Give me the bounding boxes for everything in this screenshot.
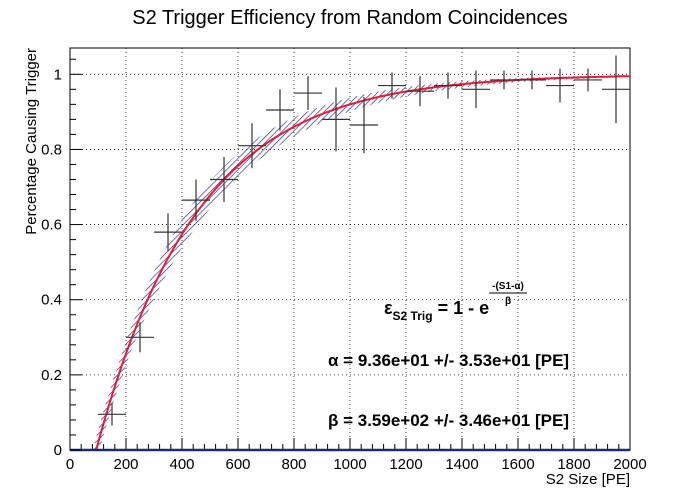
x-tick-label: 400 [169, 456, 194, 473]
x-tick-label: 800 [281, 456, 306, 473]
x-axis: 0 200 400 600 800 1000 1200 1400 1600 1800 2000 [66, 438, 647, 473]
data-point [294, 76, 322, 110]
y-tick-label: 1 [54, 66, 62, 83]
x-tick-label: 2000 [613, 456, 646, 473]
y-axis: 0 0.2 0.4 0.6 0.8 1 [41, 58, 82, 459]
y-axis-label: Percentage Causing Trigger [23, 48, 40, 235]
chart-title: S2 Trigger Efficiency from Random Coinci… [132, 7, 567, 29]
data-point [154, 213, 182, 251]
data-point [98, 403, 126, 426]
y-tick-label: 0 [54, 442, 62, 459]
y-tick-label: 0.4 [41, 292, 62, 309]
x-tick-label: 1200 [389, 456, 422, 473]
y-tick-label: 0.6 [41, 217, 62, 234]
data-point [574, 68, 602, 92]
data-point [266, 89, 294, 131]
formula-body: = 1 - e [433, 298, 490, 318]
formula-epsilon: ε [384, 298, 393, 318]
beta-fit-result: β = 3.59e+02 +/- 3.46e+01 [PE] [328, 411, 569, 430]
data-point [238, 123, 266, 169]
x-tick-label: 1800 [557, 456, 590, 473]
x-tick-label: 1400 [445, 456, 478, 473]
data-point [462, 70, 490, 109]
fit-band-area [86, 75, 630, 450]
formula-exponent-numerator: -(S1-α) [492, 281, 524, 292]
fit-uncertainty-band [86, 75, 630, 450]
y-tick-label: 0.8 [41, 141, 62, 158]
data-point [378, 72, 406, 99]
x-tick-label: 1600 [501, 456, 534, 473]
data-point [350, 96, 378, 154]
grid [70, 48, 630, 450]
data-point [182, 179, 210, 221]
data-point [518, 70, 546, 90]
data-point [322, 87, 350, 152]
data-points [98, 55, 630, 426]
data-point [546, 68, 574, 103]
formula-subscript: S2 Trig [393, 309, 433, 323]
svg-text:εS2 Trig = 1 - e: εS2 Trig = 1 - e [384, 298, 489, 323]
x-tick-label: 0 [66, 456, 74, 473]
data-point [210, 156, 238, 203]
fit-line [86, 75, 630, 450]
alpha-fit-result: α = 9.36e+01 +/- 3.53e+01 [PE] [328, 351, 569, 370]
data-point [406, 76, 434, 107]
x-tick-label: 200 [113, 456, 138, 473]
data-point [602, 55, 630, 124]
fit-curve [86, 75, 630, 450]
formula-exponent-denominator: β [505, 296, 511, 307]
data-point [434, 72, 462, 99]
data-point [126, 322, 154, 353]
fit-formula: εS2 Trig = 1 - e -(S1-α) β [384, 281, 527, 323]
x-tick-label: 1000 [333, 456, 366, 473]
x-tick-label: 600 [225, 456, 250, 473]
y-tick-label: 0.2 [41, 367, 62, 384]
x-axis-label: S2 Size [PE] [546, 471, 630, 488]
data-point [490, 70, 518, 90]
